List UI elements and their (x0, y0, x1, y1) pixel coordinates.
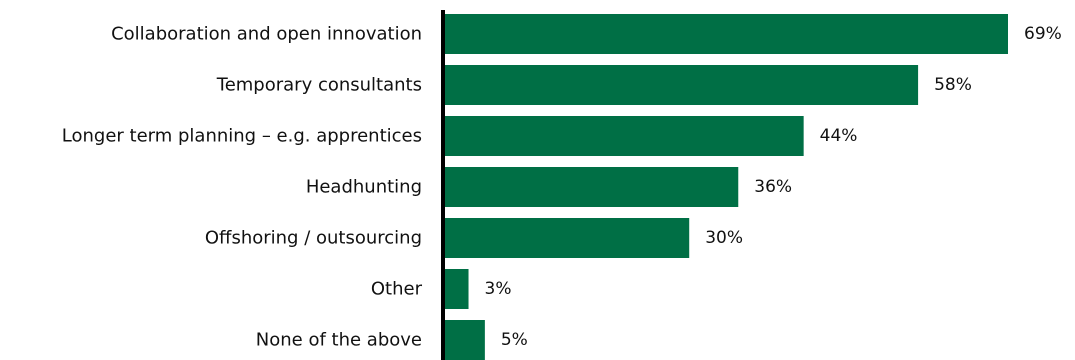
bar (444, 218, 690, 258)
category-label: Offshoring / outsourcing (205, 228, 422, 249)
value-label: 5% (501, 330, 528, 350)
value-label: 30% (705, 228, 743, 248)
category-label: Collaboration and open innovation (111, 24, 422, 45)
value-label: 69% (1024, 24, 1062, 44)
value-labels: 69% 58% 44% 36% 30% 3% 5% (485, 24, 1062, 350)
category-label: Longer term planning – e.g. apprentices (62, 126, 422, 147)
bars (444, 14, 1008, 360)
category-label: Headhunting (306, 177, 422, 198)
bar (444, 269, 469, 309)
category-labels: Collaboration and open innovation Tempora… (62, 24, 423, 351)
value-label: 44% (820, 126, 858, 146)
bar (444, 65, 919, 105)
value-label: 3% (485, 279, 512, 299)
bar (444, 320, 485, 360)
category-label: None of the above (256, 330, 422, 351)
value-label: 36% (754, 177, 792, 197)
category-label: Other (371, 279, 423, 300)
bar (444, 14, 1008, 54)
value-label: 58% (934, 75, 972, 95)
bar (444, 167, 739, 207)
bar (444, 116, 804, 156)
category-label: Temporary consultants (216, 75, 422, 96)
